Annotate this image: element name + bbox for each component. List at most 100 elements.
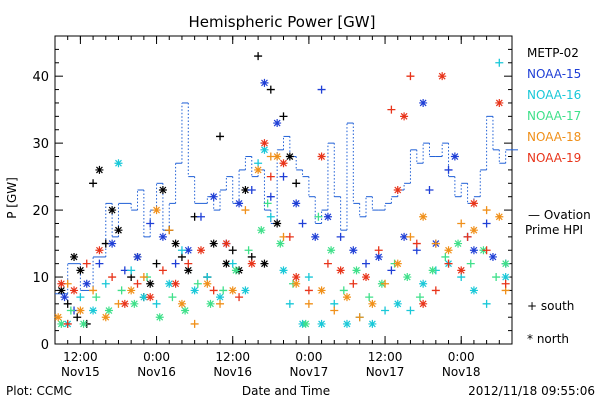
- north-legend: * north: [527, 332, 569, 346]
- point-north-noaa-16: [190, 286, 199, 295]
- point-north-noaa-15: [260, 78, 269, 87]
- point-north-noaa-19: [362, 273, 371, 282]
- point-north-noaa-15: [108, 239, 117, 248]
- point-south-noaa-18: [330, 306, 339, 315]
- point-south-noaa-19: [431, 286, 440, 295]
- point-north-noaa-17: [352, 266, 361, 275]
- point-north-noaa-18: [317, 286, 326, 295]
- point-north-noaa-18: [203, 279, 212, 288]
- point-south-noaa-19: [285, 232, 294, 241]
- point-north-noaa-19: [95, 246, 104, 255]
- point-north-metp-02: [108, 206, 117, 215]
- point-south-metp-02: [247, 252, 256, 261]
- point-north-noaa-18: [444, 246, 453, 255]
- point-south-noaa-19: [482, 246, 491, 255]
- point-south-noaa-15: [95, 259, 104, 268]
- point-north-noaa-15: [450, 152, 459, 161]
- point-south-noaa-19: [412, 239, 421, 248]
- point-north-noaa-18: [177, 299, 186, 308]
- point-south-metp-02: [127, 273, 136, 282]
- point-north-noaa-19: [336, 266, 345, 275]
- point-south-noaa-19: [463, 232, 472, 241]
- point-north-noaa-17: [301, 319, 310, 328]
- point-south-noaa-18: [165, 226, 174, 235]
- point-north-noaa-17: [155, 313, 164, 322]
- point-south-noaa-18: [241, 206, 250, 215]
- point-north-metp-02: [114, 226, 123, 235]
- point-north-noaa-19: [393, 186, 402, 194]
- plot-frame: [54, 35, 513, 345]
- point-south-noaa-17: [466, 259, 475, 268]
- point-south-metp-02: [73, 313, 82, 322]
- point-north-noaa-15: [311, 232, 320, 241]
- point-north-noaa-18: [419, 212, 428, 221]
- point-north-noaa-15: [273, 119, 282, 128]
- point-south-noaa-19: [184, 259, 193, 268]
- point-north-noaa-15: [60, 293, 69, 302]
- point-south-noaa-18: [381, 279, 390, 288]
- point-south-noaa-19: [158, 266, 167, 275]
- x-tick-label-time: 0:00: [295, 350, 322, 364]
- point-south-metp-02: [216, 132, 225, 141]
- point-south-noaa-16: [76, 293, 85, 302]
- point-south-noaa-18: [190, 319, 199, 328]
- point-south-noaa-16: [457, 273, 466, 282]
- legend-entry: METP-02: [527, 46, 579, 60]
- point-south-metp-02: [279, 112, 288, 121]
- point-north-noaa-17: [231, 266, 240, 275]
- point-south-noaa-18: [457, 219, 466, 228]
- point-south-noaa-16: [177, 246, 186, 255]
- point-north-metp-02: [241, 186, 250, 194]
- point-north-noaa-18: [273, 152, 282, 161]
- chart-title: Hemispheric Power [GW]: [189, 13, 376, 31]
- x-tick-label-time: 12:00: [368, 350, 403, 364]
- point-north-noaa-19: [171, 279, 180, 288]
- point-north-metp-02: [70, 252, 79, 261]
- point-south-noaa-19: [133, 279, 142, 288]
- legend: METP-02 NOAA-15 NOAA-16 NOAA-17 NOAA-18 NOAA-…: [527, 46, 581, 165]
- point-south-noaa-16: [254, 159, 263, 168]
- point-south-metp-02: [254, 52, 263, 61]
- point-north-noaa-17: [206, 299, 215, 308]
- point-north-noaa-15: [323, 212, 332, 221]
- point-north-noaa-19: [292, 273, 301, 282]
- point-north-noaa-17: [327, 246, 336, 255]
- point-south-noaa-17: [193, 279, 202, 288]
- ovation-legend-line2: Prime HPI: [525, 223, 583, 237]
- point-south-noaa-16: [304, 273, 313, 282]
- point-north-noaa-16: [368, 319, 377, 328]
- legend-entry: NOAA-16: [527, 88, 581, 102]
- point-north-noaa-19: [317, 152, 326, 161]
- point-north-noaa-17: [79, 319, 88, 328]
- point-north-noaa-15: [419, 98, 428, 107]
- point-south-metp-02: [89, 179, 98, 188]
- point-south-noaa-16: [330, 299, 339, 308]
- point-south-noaa-15: [247, 186, 256, 194]
- point-south-metp-02: [292, 179, 301, 188]
- point-south-noaa-15: [482, 219, 491, 228]
- point-north-noaa-18: [292, 279, 301, 288]
- y-axis-label: P [GW]: [5, 177, 19, 219]
- point-south-noaa-18: [482, 206, 491, 215]
- x-tick-label-date: Nov16: [213, 365, 252, 379]
- point-north-noaa-15: [349, 246, 358, 255]
- point-north-noaa-17: [181, 306, 190, 315]
- point-north-metp-02: [273, 219, 282, 228]
- point-north-noaa-17: [104, 306, 113, 315]
- point-north-noaa-18: [152, 206, 161, 215]
- point-north-metp-02: [146, 279, 155, 288]
- point-north-noaa-17: [428, 266, 437, 275]
- point-south-noaa-18: [431, 239, 440, 248]
- point-north-metp-02: [57, 286, 66, 295]
- point-north-noaa-19: [279, 159, 288, 168]
- point-north-noaa-18: [76, 306, 85, 315]
- point-south-noaa-19: [82, 259, 91, 268]
- x-tick-label-date: Nov16: [137, 365, 176, 379]
- point-north-noaa-19: [469, 199, 478, 208]
- point-north-noaa-16: [501, 273, 510, 282]
- point-south-noaa-15: [298, 219, 307, 228]
- point-south-noaa-16: [127, 266, 136, 275]
- point-south-noaa-15: [171, 259, 180, 268]
- point-south-noaa-17: [415, 293, 424, 302]
